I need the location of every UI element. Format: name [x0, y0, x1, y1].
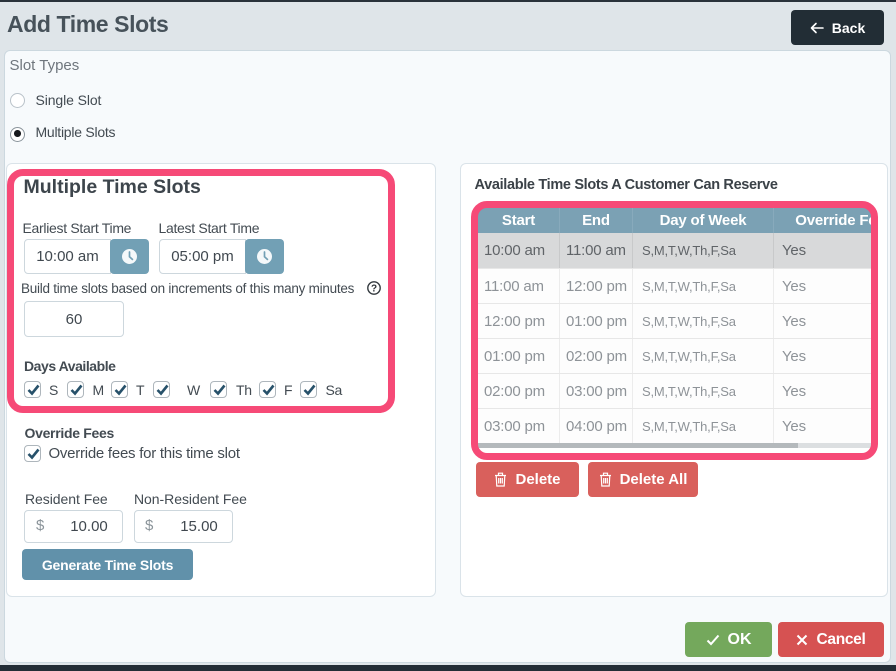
svg-text:?: ? [370, 283, 376, 294]
